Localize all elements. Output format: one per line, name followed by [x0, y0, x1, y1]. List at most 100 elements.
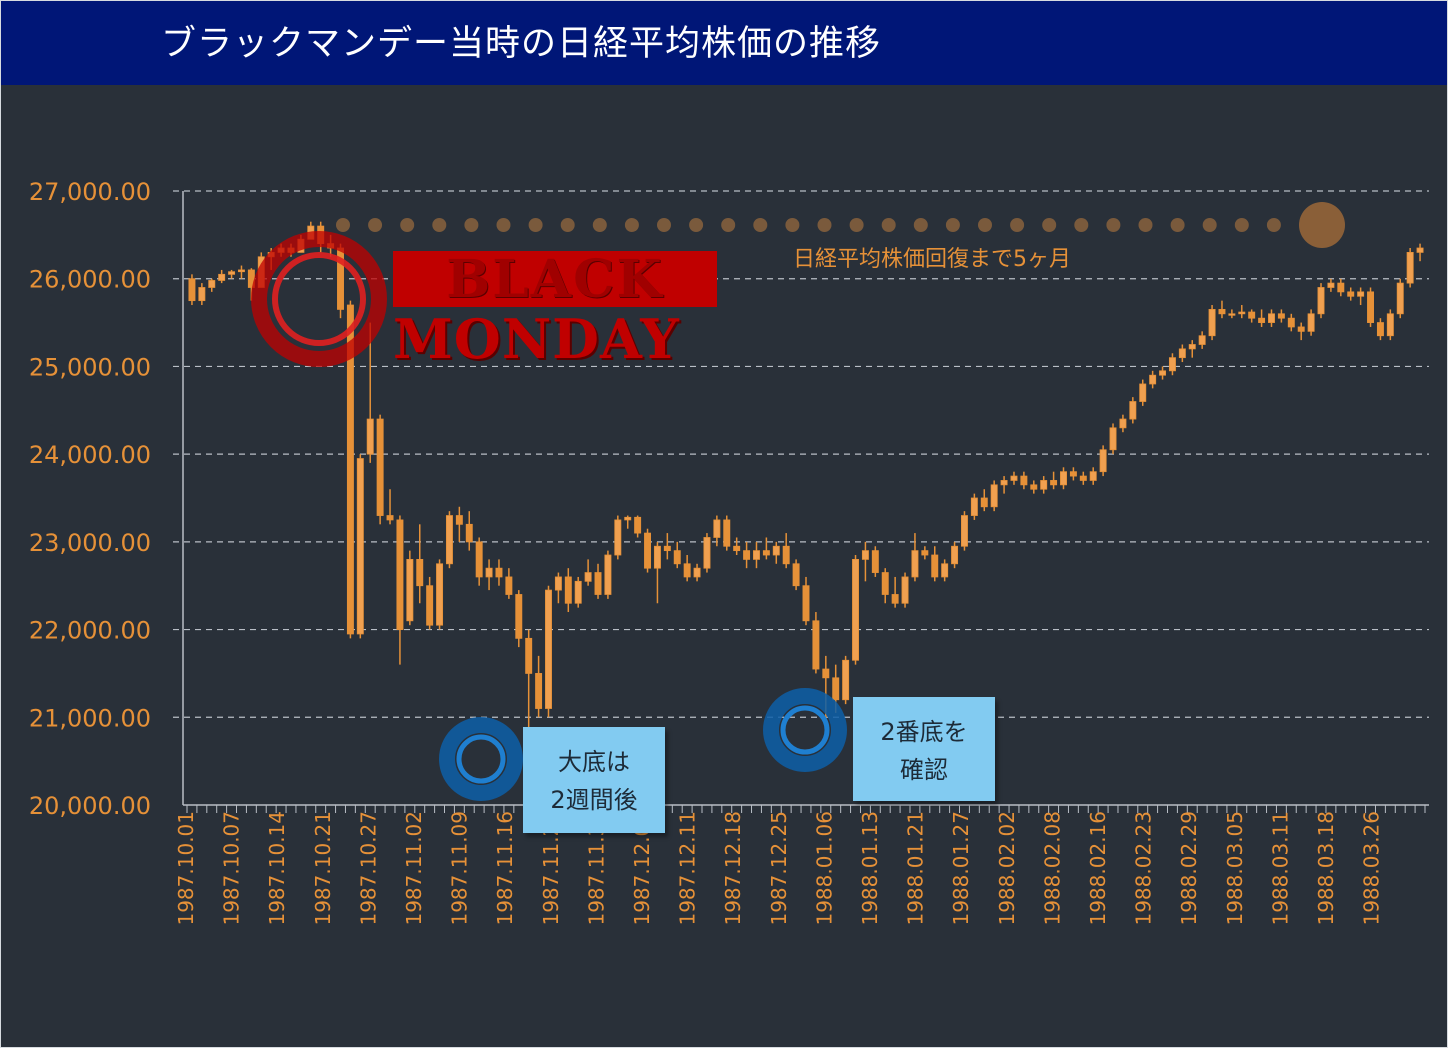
- recovery-dot: [464, 218, 479, 232]
- candle: [1238, 305, 1246, 319]
- y-tick-label: 24,000.00: [29, 441, 151, 469]
- candle-body: [911, 550, 919, 578]
- x-tick-label: 1987.11.09: [448, 811, 472, 926]
- candle-body: [861, 550, 869, 560]
- candle: [1297, 322, 1305, 341]
- candle-body: [1406, 251, 1414, 284]
- candle-body: [1149, 374, 1157, 385]
- recovery-dot: [1042, 218, 1057, 232]
- y-tick-label: 27,000.00: [29, 178, 151, 206]
- candle-body: [871, 550, 879, 573]
- x-tick-label: 1988.02.08: [1040, 811, 1064, 926]
- recovery-dot: [945, 218, 960, 232]
- candle-body: [1109, 427, 1117, 451]
- candle: [584, 559, 592, 586]
- candle-body: [1396, 282, 1404, 315]
- candle: [713, 515, 721, 547]
- candle-body: [673, 550, 681, 565]
- recovery-dot: [849, 218, 864, 232]
- candle: [663, 533, 671, 560]
- candle: [1327, 278, 1335, 292]
- recovery-dot: [1106, 218, 1121, 232]
- candle-body: [1198, 335, 1206, 345]
- candle-body: [574, 580, 582, 604]
- candle-body: [832, 677, 840, 701]
- candle: [1050, 471, 1058, 490]
- recovery-dot: [1202, 218, 1217, 232]
- recovery-dot: [913, 218, 928, 232]
- candle-body: [1268, 313, 1275, 323]
- candle-body: [1238, 311, 1246, 315]
- candle: [653, 541, 661, 604]
- candle-body: [1168, 357, 1176, 372]
- recovery-dot: [657, 218, 671, 232]
- candle: [941, 559, 949, 582]
- candle-body: [634, 516, 642, 534]
- candle: [238, 265, 245, 279]
- candle: [1228, 309, 1236, 319]
- candle: [1089, 467, 1097, 485]
- candle: [792, 559, 800, 591]
- candle: [881, 568, 889, 604]
- candle-body: [436, 563, 444, 626]
- candle-body: [743, 550, 751, 560]
- candle-body: [1357, 291, 1365, 297]
- candle: [644, 528, 652, 573]
- candle-body: [445, 515, 453, 565]
- candle: [753, 541, 760, 569]
- candle-body: [941, 563, 949, 578]
- candle-body: [475, 541, 483, 578]
- x-tick-label: 1988.01.27: [949, 811, 973, 926]
- candle: [465, 511, 473, 551]
- candle: [604, 550, 612, 599]
- y-tick-label: 21,000.00: [29, 704, 151, 732]
- candle: [951, 541, 959, 569]
- candle-body: [822, 668, 830, 679]
- candle-body: [901, 576, 909, 604]
- recovery-dot: [1074, 218, 1089, 232]
- candle-body: [495, 567, 503, 578]
- candle: [208, 278, 216, 292]
- candle-body: [663, 545, 671, 552]
- candle: [1000, 476, 1008, 494]
- candle-body: [1277, 313, 1285, 319]
- recovery-dot: [496, 218, 511, 232]
- candle: [782, 533, 790, 569]
- candle-body: [208, 280, 216, 288]
- candle-body: [1248, 311, 1256, 319]
- candle-body: [990, 484, 998, 508]
- candle: [396, 515, 404, 665]
- candle: [535, 655, 543, 718]
- candle-body: [426, 585, 434, 626]
- recovery-dot: [336, 218, 350, 232]
- recovery-label: 日経平均株価回復まで5ヶ月: [793, 247, 1071, 272]
- candle-body: [198, 287, 206, 302]
- candle: [634, 515, 642, 538]
- candle: [1178, 344, 1186, 363]
- candle-body: [1327, 282, 1335, 288]
- x-tick-label: 1988.01.13: [858, 811, 882, 926]
- candle: [366, 322, 374, 463]
- candle: [1198, 331, 1206, 349]
- x-tick-label: 1987.11.16: [493, 811, 517, 926]
- candle: [218, 269, 226, 284]
- candle-body: [386, 515, 394, 521]
- chart-title: ブラックマンデー当時の日経平均株価の推移: [161, 24, 882, 64]
- y-tick-label: 23,000.00: [29, 529, 151, 557]
- candle: [475, 537, 483, 586]
- candle: [376, 414, 384, 525]
- candle: [436, 559, 444, 630]
- candle: [743, 541, 751, 569]
- candle: [1129, 397, 1137, 424]
- candle-body: [1297, 326, 1305, 332]
- candle: [1079, 471, 1087, 485]
- candle-body: [881, 572, 889, 595]
- candle-body: [1139, 383, 1147, 402]
- candle: [1099, 445, 1107, 477]
- x-axis-ticks: 1987.10.01 1987.10.07 1987.10.14 1987.10.21…: [174, 811, 1384, 926]
- recovery-dot: [368, 218, 383, 232]
- x-tick-label: 1987.10.21: [311, 811, 335, 926]
- candle: [564, 568, 572, 613]
- candle-body: [416, 558, 424, 587]
- note-second-bottom: 2番底を 確認: [853, 697, 995, 801]
